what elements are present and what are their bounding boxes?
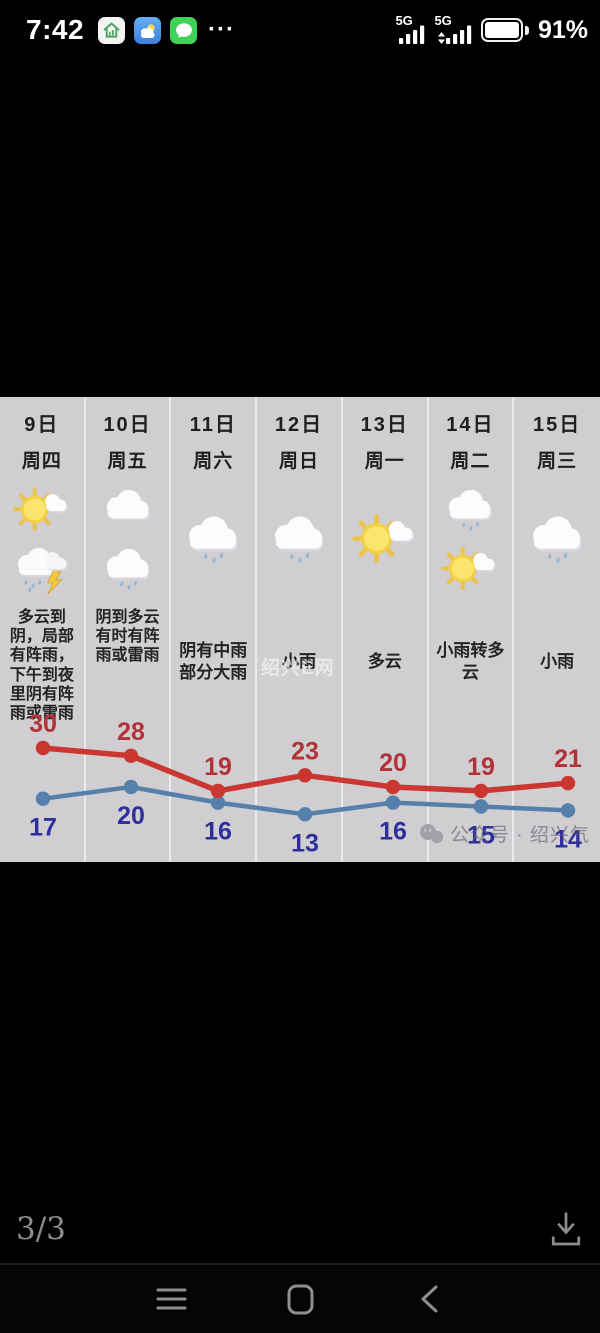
column-weather-icons [86,476,170,604]
column-weather-icons [514,476,600,604]
thunder-rain-icon [10,544,74,596]
watermark-bottom-text: 公众号 · 绍兴气 [450,825,590,846]
back-button[interactable] [412,1282,446,1316]
column-date: 12日 [274,414,324,436]
column-date: 13日 [360,414,409,436]
forecast-column: 13日周一多云 [343,397,429,862]
column-weekday: 周一 [364,451,405,472]
home-button[interactable] [283,1282,317,1316]
column-weekday: 周日 [278,451,319,472]
forecast-column: 14日周二小雨转多云 [429,397,515,862]
status-bar-left: 7:42 ··· [26,14,235,46]
column-weather-description: 小雨 [281,651,316,671]
weather-forecast-panel: 9日 周四 多云到阴，局部有阵雨，下午到夜里阴有阵雨或雷雨 10日 周五 阴到多云有时有阵… [0,397,600,862]
column-weather-icons [257,476,341,604]
rain-icon [438,485,502,537]
forecast-column: 11日周六阴有中雨部分大雨 [171,397,258,862]
sun-cloud-icon [10,485,74,537]
column-weather-description: 小雨 [540,651,575,671]
rain-icon [177,511,249,570]
battery-percent: 91% [537,15,588,44]
menu-icon [156,1288,186,1310]
rain-icon [263,511,335,570]
column-weather-icons [343,476,427,604]
column-weather-description: 小雨转多云 [436,640,505,682]
column-date: 11日 [189,414,237,436]
watermark-bottom: 公众号 · 绍兴气 [418,820,590,847]
signal-sim1-icon: 5G [395,12,425,48]
status-bar-right: 5G 5G 91% [395,12,588,48]
android-nav-bar [0,1263,600,1333]
page-indicator: 3/3 [16,1211,66,1247]
download-button[interactable] [548,1209,584,1249]
column-weather-icons [171,476,255,604]
rain-icon [521,511,593,570]
column-weather-description: 阴到多云有时有阵雨或雷雨 [95,609,160,665]
forecast-column: 12日周日小雨 [257,397,343,862]
menu-button[interactable] [154,1282,188,1316]
sun-cloud-icon [438,544,502,596]
column-date: 10日 [103,414,152,436]
sun-cloud-icon [349,511,421,570]
rain-icon [96,544,160,596]
wechat-icon [420,823,444,843]
image-viewer-bar: 3/3 [0,1196,600,1262]
download-icon [551,1212,581,1246]
column-weather-icons [0,476,84,604]
column-date: 9日 [24,414,60,436]
forecast-column: 9日周四多云到阴，局部有阵雨，下午到夜里阴有阵雨或雷雨 [0,397,86,862]
signal-sim2-icon: 5G [434,12,472,48]
column-date: 14日 [446,414,495,436]
column-date: 15日 [533,414,582,436]
column-weather-icons [429,476,513,604]
forecast-column: 10日周五阴到多云有时有阵雨或雷雨 [86,397,172,862]
column-weekday: 周四 [21,451,62,472]
cloud-icon [96,485,160,537]
home-icon [287,1284,313,1314]
column-weekday: 周六 [193,451,234,472]
column-weekday: 周五 [107,451,148,472]
watermark-center: 绍兴E网 [261,658,335,679]
status-bar: 7:42 ··· [0,0,600,60]
weather-app-icon [134,16,162,44]
forecast-column: 15日周三小雨 [514,397,600,862]
clock: 7:42 [26,14,85,45]
column-weekday: 周二 [450,451,491,472]
home-stats-app-icon [98,16,126,44]
back-icon [421,1285,438,1313]
column-weather-description: 多云到阴，局部有阵雨，下午到夜里阴有阵雨或雷雨 [9,609,74,722]
more-apps-ellipsis-icon: ··· [208,16,236,43]
column-weekday: 周三 [537,451,578,472]
battery-icon [481,18,529,42]
forecast-columns: 9日 周四 多云到阴，局部有阵雨，下午到夜里阴有阵雨或雷雨 10日 周五 阴到多云有时有阵… [0,397,600,862]
column-weather-description: 多云 [367,651,402,671]
column-weather-description: 阴有中雨部分大雨 [179,640,248,682]
messages-app-icon [170,16,198,44]
